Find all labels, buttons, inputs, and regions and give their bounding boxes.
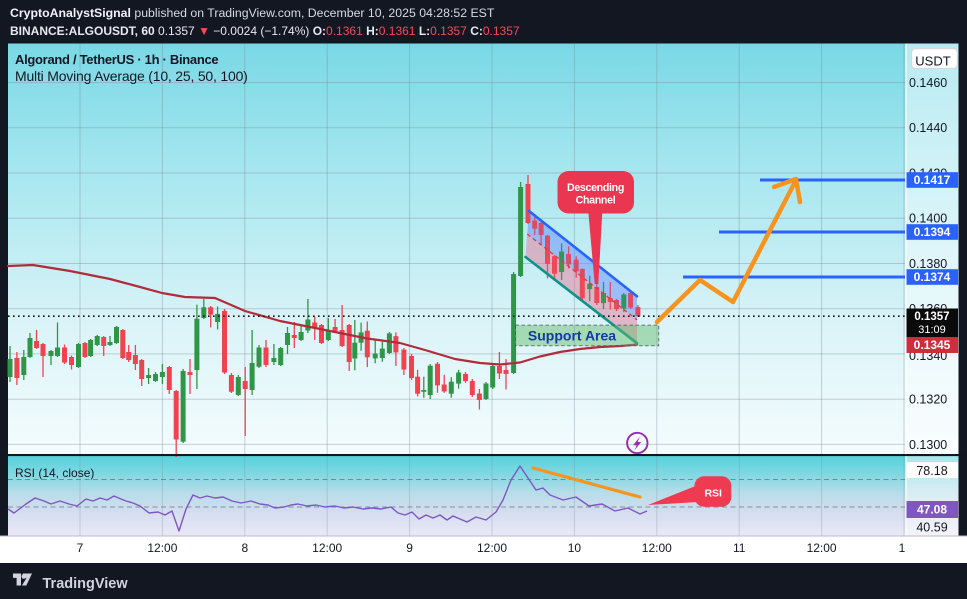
svg-text:78.18: 78.18 <box>916 464 947 478</box>
svg-text:0.1417: 0.1417 <box>914 173 951 187</box>
svg-text:12:00: 12:00 <box>477 541 507 555</box>
svg-text:12:00: 12:00 <box>642 541 672 555</box>
svg-text:10: 10 <box>568 541 582 555</box>
svg-text:40.59: 40.59 <box>916 521 947 535</box>
svg-text:TradingView: TradingView <box>43 576 129 592</box>
svg-text:8: 8 <box>241 541 248 555</box>
svg-text:11: 11 <box>733 541 746 555</box>
svg-text:0.1400: 0.1400 <box>909 212 947 226</box>
svg-text:0.1374: 0.1374 <box>914 270 951 284</box>
svg-text:9: 9 <box>406 541 413 555</box>
svg-text:12:00: 12:00 <box>312 541 342 555</box>
svg-text:0.1300: 0.1300 <box>909 438 947 452</box>
svg-text:0.1394: 0.1394 <box>914 225 951 239</box>
svg-text:31:09: 31:09 <box>918 324 946 336</box>
svg-text:RSI: RSI <box>704 488 722 500</box>
svg-text:BINANCE:ALGOUSDT, 60 0.1357 ▼: BINANCE:ALGOUSDT, 60 0.1357 ▼ −0.0024 (−… <box>10 24 520 38</box>
svg-text:47.08: 47.08 <box>917 503 947 517</box>
svg-text:USDT: USDT <box>915 54 950 69</box>
svg-text:1: 1 <box>899 541 906 555</box>
svg-text:0.1320: 0.1320 <box>909 393 947 407</box>
svg-text:0.1345: 0.1345 <box>914 338 951 352</box>
svg-text:7: 7 <box>77 541 84 555</box>
svg-text:Multi Moving Average (10, 25,: Multi Moving Average (10, 25, 50, 100) <box>15 68 248 84</box>
svg-text:0.1440: 0.1440 <box>909 121 947 135</box>
svg-text:0.1460: 0.1460 <box>909 76 947 90</box>
svg-text:12:00: 12:00 <box>147 541 177 555</box>
svg-text:Support Area: Support Area <box>528 328 616 344</box>
svg-text:Algorand / TetherUS · 1h · Bin: Algorand / TetherUS · 1h · Binance <box>15 52 218 67</box>
svg-text:12:00: 12:00 <box>807 541 837 555</box>
svg-text:RSI (14, close): RSI (14, close) <box>15 466 94 480</box>
svg-text:0.1380: 0.1380 <box>909 257 947 271</box>
svg-text:Descending: Descending <box>567 182 624 194</box>
svg-text:CryptoAnalystSignal published: CryptoAnalystSignal published on Trading… <box>10 6 495 20</box>
svg-text:Channel: Channel <box>576 195 616 207</box>
svg-text:0.1357: 0.1357 <box>914 311 949 323</box>
